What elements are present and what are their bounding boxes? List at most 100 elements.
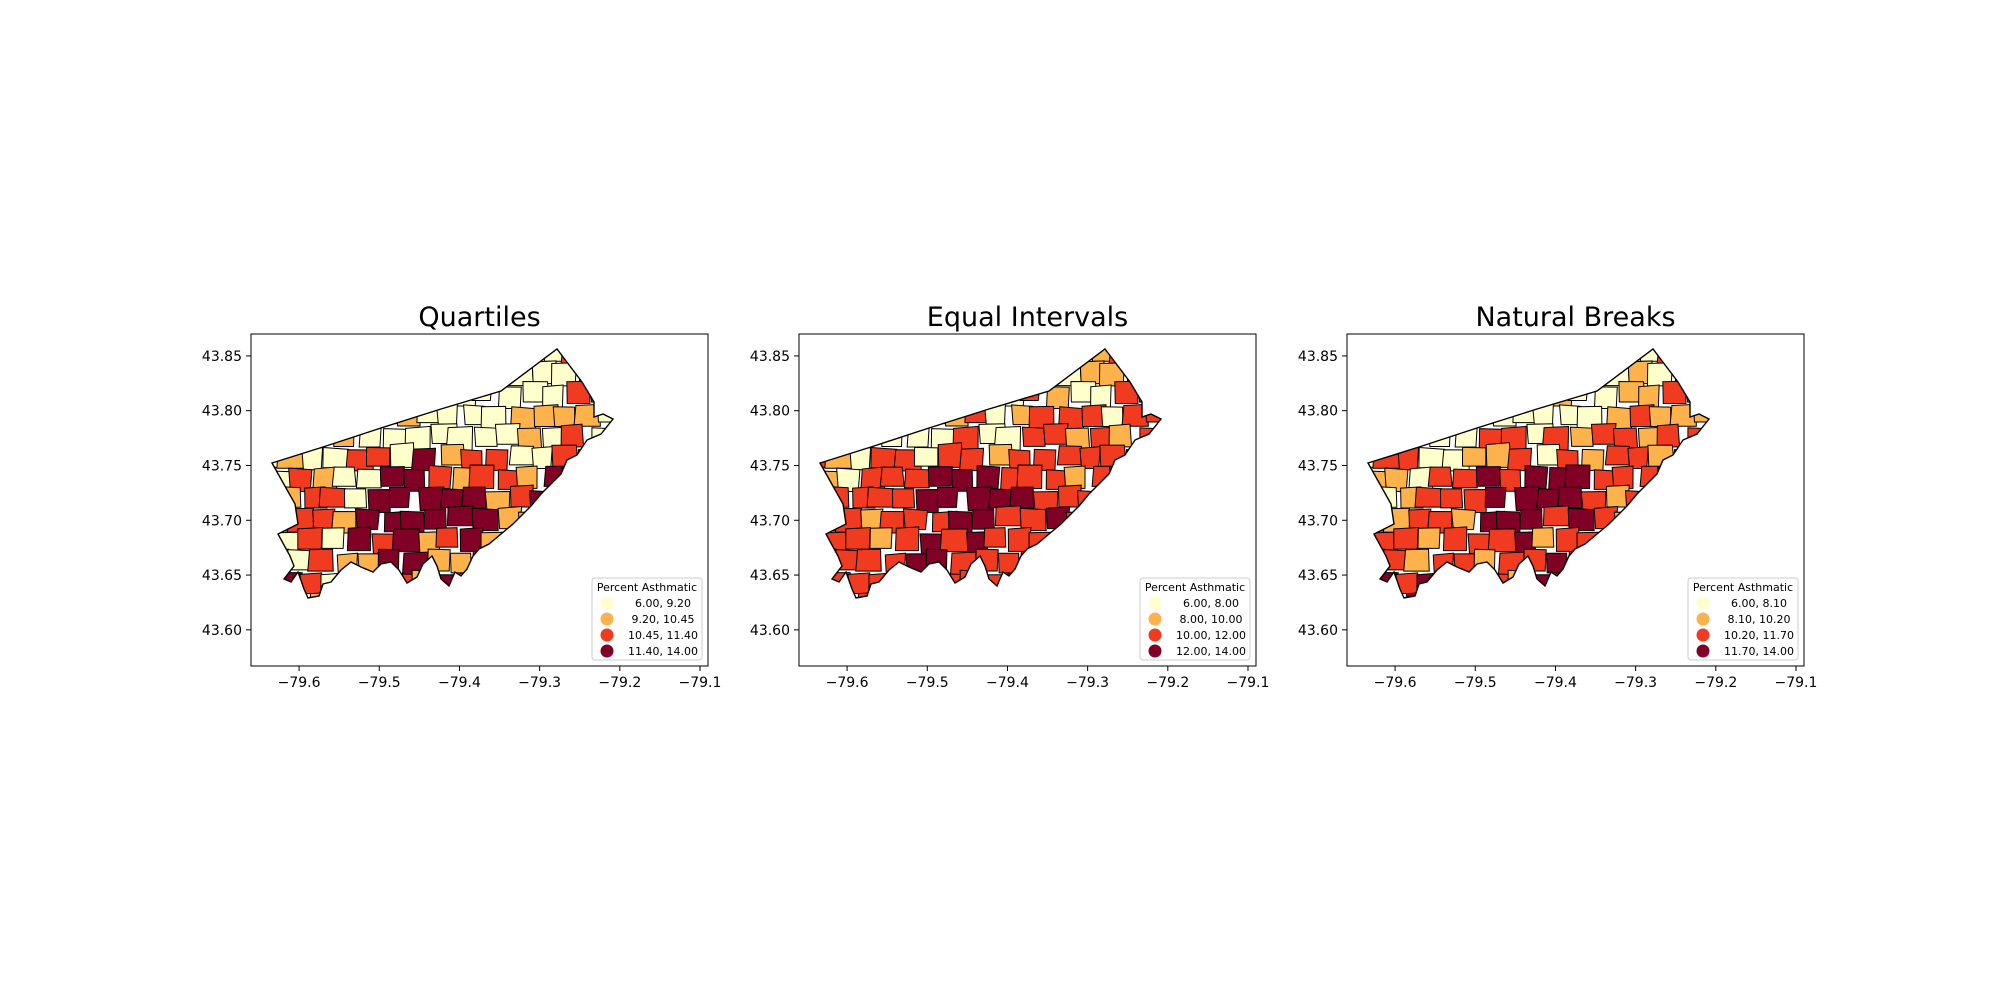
neighbourhood-cell <box>1461 446 1487 467</box>
neighbourhood-cell <box>1009 486 1035 509</box>
neighbourhood-cell <box>1569 426 1594 447</box>
legend-swatch <box>1148 628 1162 642</box>
x-tick-label: −79.2 <box>598 675 641 691</box>
neighbourhood-cell <box>1019 507 1047 532</box>
neighbourhood-cell <box>1042 423 1069 445</box>
neighbourhood-cell <box>1557 486 1583 509</box>
y-tick-label: 43.75 <box>750 458 790 474</box>
legend-entry: 11.70, 14.00 <box>1724 645 1794 658</box>
x-tick-label: −79.3 <box>518 675 561 691</box>
neighbourhood-cell <box>937 442 964 468</box>
neighbourhood-cell <box>927 466 953 487</box>
neighbourhood-cell <box>343 488 368 509</box>
x-tick-label: −79.1 <box>1775 675 1818 691</box>
neighbourhood-cell <box>1016 464 1043 490</box>
y-tick-label: 43.85 <box>1298 349 1338 365</box>
legend-entry: 8.00, 10.00 <box>1180 613 1243 626</box>
neighbourhood-cell <box>869 527 893 549</box>
neighbourhood-cell <box>1542 505 1571 527</box>
neighbourhood-cell <box>1021 426 1046 447</box>
legend-swatch <box>1696 596 1710 610</box>
neighbourhood-cell <box>1604 445 1631 466</box>
legend-entry: 11.40, 14.00 <box>628 645 698 658</box>
neighbourhood-cell <box>1100 406 1124 427</box>
neighbourhood-cell <box>1519 509 1543 530</box>
legend-box <box>1687 577 1799 661</box>
x-tick-label: −79.5 <box>358 675 401 691</box>
y-tick-label: 43.70 <box>750 513 790 529</box>
neighbourhood-cell <box>870 446 898 469</box>
neighbourhood-cell <box>331 466 357 487</box>
legend-entry: 10.45, 11.40 <box>628 629 698 642</box>
x-tick-label: −79.5 <box>1454 675 1497 691</box>
neighbourhood-cell <box>494 423 521 445</box>
neighbourhood-cell <box>1555 526 1580 552</box>
legend-entry: 8.10, 10.20 <box>1728 613 1791 626</box>
legend-entry: 6.00, 8.10 <box>1731 597 1787 610</box>
neighbourhood-cell <box>1485 442 1512 468</box>
neighbourhood-cell <box>446 505 475 527</box>
neighbourhood-cell <box>367 488 392 513</box>
neighbourhood-cell <box>1627 446 1649 469</box>
neighbourhood-cell <box>1063 465 1086 489</box>
neighbourhood-cell <box>866 486 897 508</box>
neighbourhood-cell <box>860 508 884 530</box>
neighbourhood-cell <box>552 406 576 427</box>
neighbourhood-cell <box>355 468 382 489</box>
neighbourhood-cell <box>379 466 405 487</box>
neighbourhood-cell <box>913 446 939 467</box>
neighbourhood-cell <box>855 548 882 572</box>
y-tick-label: 43.65 <box>202 568 242 584</box>
legend-swatch <box>1148 644 1162 658</box>
legend-entry: 9.20, 10.45 <box>632 613 695 626</box>
y-tick-label: 43.60 <box>1298 623 1338 639</box>
neighbourhood-cell <box>936 487 959 508</box>
neighbourhood-cell <box>1439 488 1464 509</box>
neighbourhood-cell <box>1393 526 1419 550</box>
panels-root: Quartiles −79.6 −79.5 −79.4 −79.3 −79.2 −79.1 4… <box>202 302 1818 691</box>
legend-title: Percent Asthmatic <box>1145 581 1245 594</box>
neighbourhood-cell <box>1535 488 1561 509</box>
neighbourhood-cell <box>1079 446 1101 469</box>
neighbourhood-cell <box>1007 526 1032 552</box>
neighbourhood-cell <box>1108 423 1133 448</box>
neighbourhood-cell <box>1638 384 1660 408</box>
panel-title: Natural Breaks <box>1475 302 1675 333</box>
legend-entry: 10.20, 11.70 <box>1724 629 1794 642</box>
neighbourhood-cell <box>321 527 345 549</box>
neighbourhood-cell <box>459 526 484 552</box>
neighbourhood-cell <box>560 423 585 448</box>
city-boundary <box>818 348 1163 599</box>
neighbourhood-cell <box>1463 488 1488 513</box>
neighbourhood-cell <box>428 465 453 490</box>
legend-swatch <box>1696 612 1710 626</box>
legend-box <box>1139 577 1251 661</box>
x-tick-label: −79.3 <box>1066 675 1109 691</box>
legend-entry: 6.00, 8.00 <box>1183 597 1239 610</box>
neighbourhood-cell <box>1442 526 1468 552</box>
neighbourhood-cell <box>1427 466 1453 487</box>
neighbourhood-cell <box>976 465 1001 490</box>
legend-swatch <box>600 596 614 610</box>
neighbourhood-cell <box>531 446 553 469</box>
neighbourhood-cell <box>1487 528 1518 553</box>
y-tick-label: 43.80 <box>750 404 790 420</box>
neighbourhood-cell <box>903 468 930 489</box>
neighbourhood-cell <box>318 486 349 508</box>
y-tick-label: 43.75 <box>202 458 242 474</box>
x-tick-label: −79.1 <box>1227 675 1270 691</box>
neighbourhood-cell <box>1414 486 1445 508</box>
axes-frame <box>1346 333 1805 667</box>
neighbourhood-cell <box>1403 548 1430 572</box>
neighbourhood-cell <box>439 488 465 509</box>
neighbourhood-cell <box>902 508 929 530</box>
x-tick-label: −79.5 <box>906 675 949 691</box>
neighbourhood-cell <box>1417 527 1441 549</box>
x-tick-label: −79.4 <box>986 675 1029 691</box>
y-tick-label: 43.60 <box>750 623 790 639</box>
neighbourhood-cell <box>515 465 538 489</box>
neighbourhood-cell <box>939 528 970 553</box>
x-tick-label: −79.2 <box>1146 675 1189 691</box>
neighbourhood-cell <box>322 446 350 469</box>
